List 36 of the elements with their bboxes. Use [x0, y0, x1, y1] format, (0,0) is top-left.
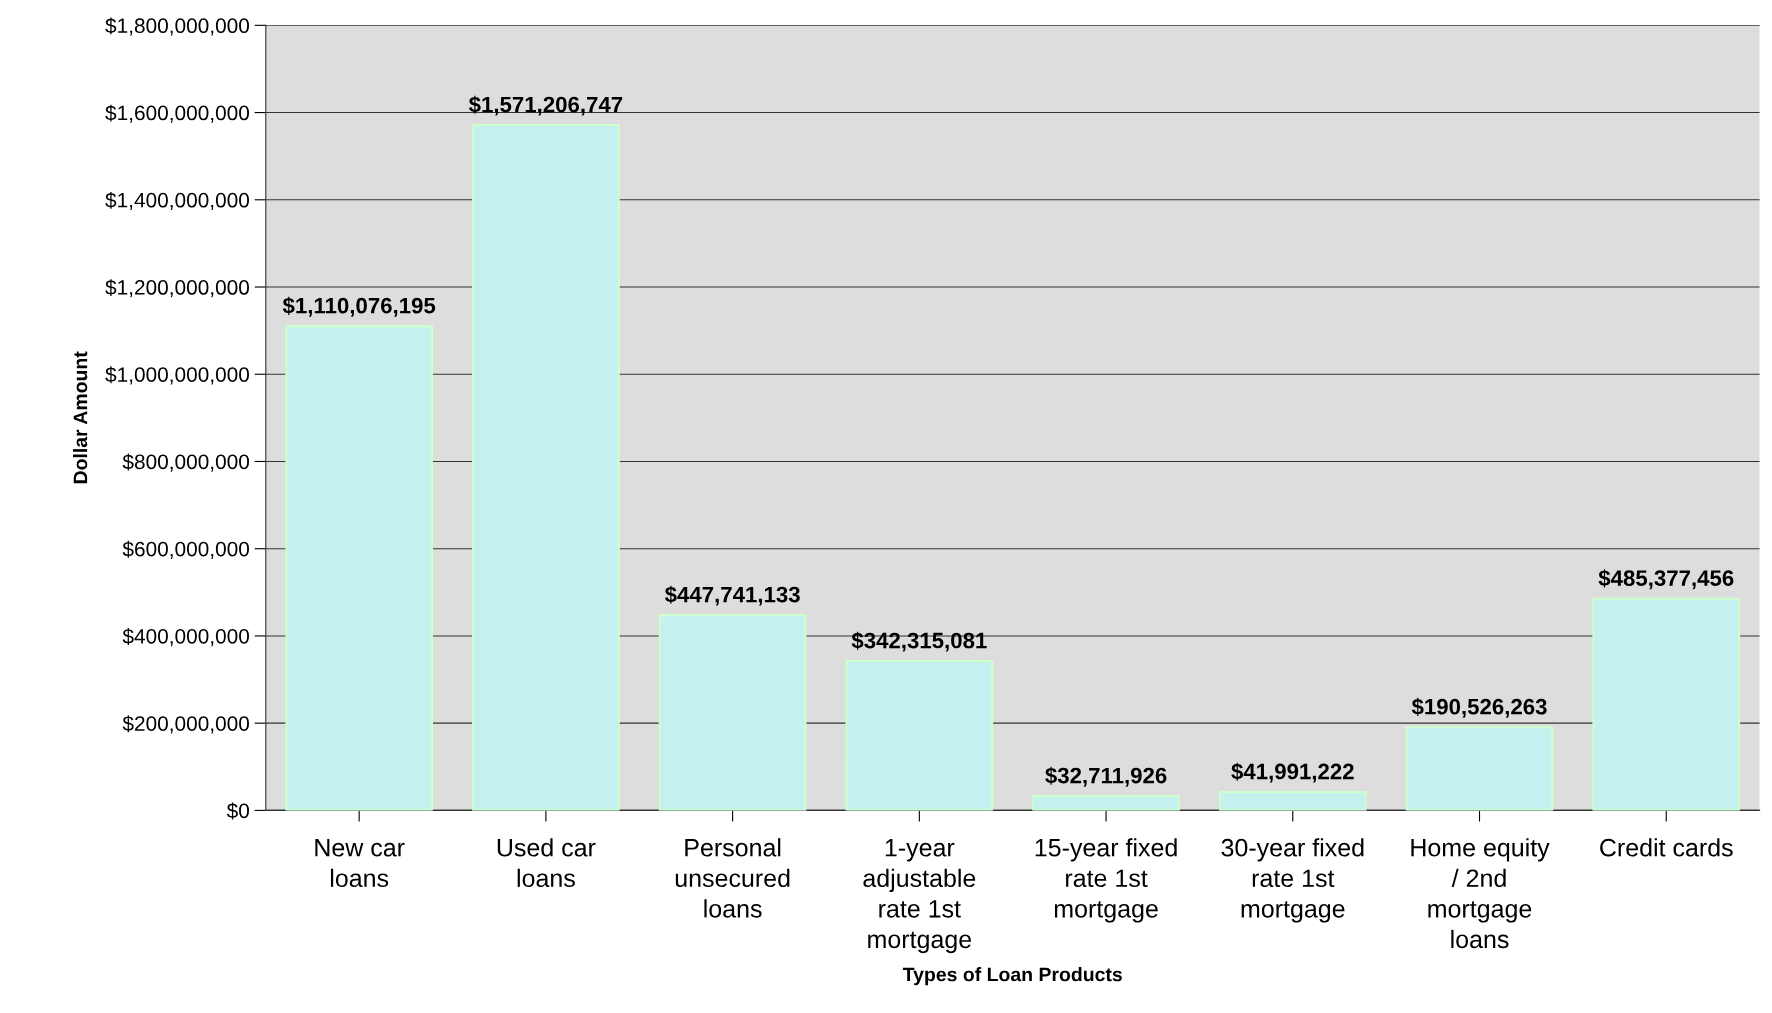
- data-label: $1,571,206,747: [468, 95, 623, 116]
- y-axis-title: Dollar Amount: [73, 351, 88, 484]
- bar: [285, 325, 434, 811]
- y-tick-label: $1,400,000,000: [105, 191, 250, 210]
- data-label: $342,315,081: [851, 631, 987, 652]
- data-label: $447,741,133: [664, 585, 800, 606]
- bar: [472, 124, 620, 811]
- y-tick-label: $1,800,000,000: [105, 17, 250, 36]
- x-tick-label: Credit cards: [1600, 838, 1733, 857]
- y-tick-label: $0: [226, 802, 250, 820]
- bar: [658, 614, 807, 811]
- x-tick-label: New car loans: [315, 839, 405, 888]
- x-tick-label: Home equity / 2nd mortgage loans: [1411, 838, 1550, 949]
- bar: [1218, 791, 1367, 811]
- y-tick-label: $200,000,000: [122, 715, 250, 734]
- data-label: $190,526,263: [1411, 697, 1547, 718]
- data-label: $1,110,076,195: [282, 296, 436, 317]
- y-tick-label: $1,000,000,000: [105, 366, 250, 385]
- bar: [845, 660, 994, 811]
- data-label: $41,991,222: [1231, 762, 1354, 783]
- x-tick-label: Personal unsecured loans: [675, 838, 790, 918]
- x-tick-label: 1-year adjustable rate 1st mortgage: [863, 839, 976, 954]
- y-tick-label: $400,000,000: [122, 628, 250, 647]
- bar: [1592, 597, 1741, 811]
- data-label: $32,711,926: [1045, 766, 1167, 787]
- x-tick-label: Used car loans: [497, 838, 596, 888]
- x-tick-label: 30-year fixed rate 1st mortgage: [1221, 838, 1364, 923]
- bar: [1032, 795, 1180, 811]
- y-tick-label: $1,200,000,000: [105, 279, 250, 298]
- y-tick-label: $1,600,000,000: [105, 104, 250, 123]
- y-tick-label: $600,000,000: [122, 540, 250, 559]
- x-tick-label: 15-year fixed rate 1st mortgage: [1035, 838, 1177, 923]
- data-label: $485,377,456: [1598, 569, 1734, 590]
- bar: [1405, 726, 1554, 811]
- x-axis-title: Types of Loan Products: [902, 967, 1122, 986]
- y-tick-label: $800,000,000: [122, 453, 250, 472]
